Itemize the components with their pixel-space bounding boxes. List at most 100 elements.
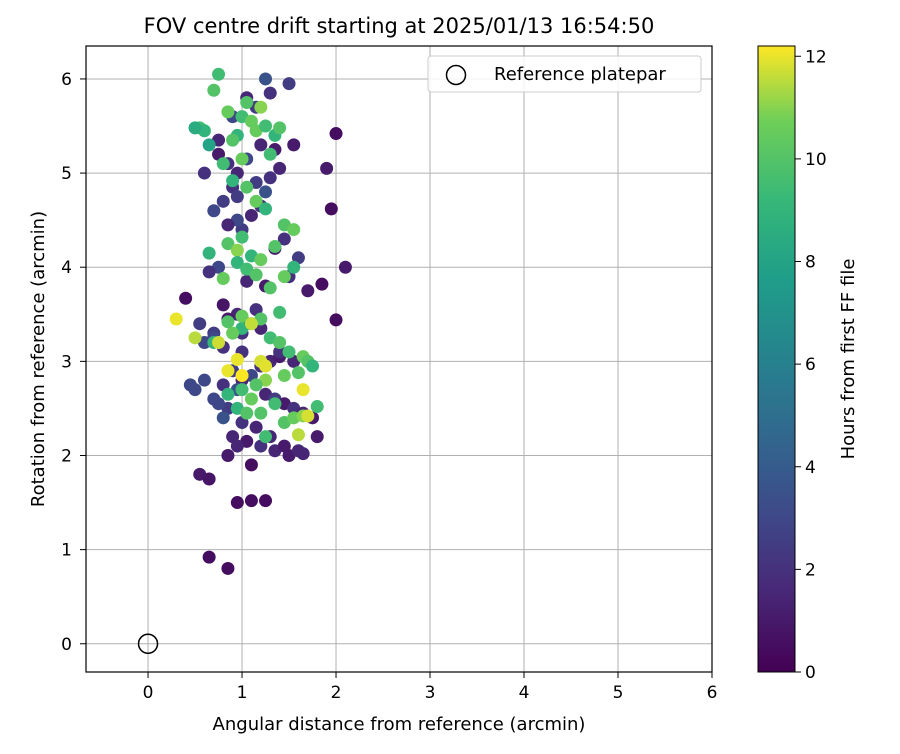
data-point: [240, 180, 254, 194]
plot-frame: [85, 45, 713, 673]
data-point: [221, 448, 235, 462]
data-point: [273, 161, 287, 175]
scatter-points: [169, 67, 352, 575]
data-point: [268, 240, 282, 254]
data-point: [254, 138, 268, 152]
data-point: [221, 561, 235, 575]
data-point: [197, 373, 211, 387]
data-point: [249, 268, 263, 282]
data-point: [193, 317, 207, 331]
data-point: [221, 315, 235, 329]
data-point: [221, 237, 235, 251]
colorbar-tick-label: 10: [805, 150, 827, 170]
data-point: [259, 119, 273, 133]
y-tick-label: 6: [61, 70, 72, 90]
data-point: [235, 152, 249, 166]
data-point: [179, 291, 193, 305]
data-point: [202, 138, 216, 152]
data-point: [291, 366, 305, 380]
data-point: [306, 359, 320, 373]
data-point: [277, 270, 291, 284]
reference-point-marker: [137, 633, 159, 655]
data-point: [240, 406, 254, 420]
data-point: [244, 458, 258, 472]
data-point: [240, 262, 254, 276]
data-point: [287, 223, 301, 237]
colorbar-ticks: 0 2 4 6 8 10 12: [795, 47, 827, 683]
data-point: [259, 430, 273, 444]
data-point: [207, 83, 221, 97]
data-point: [244, 317, 258, 331]
data-point: [301, 409, 315, 423]
data-point: [282, 77, 296, 91]
data-point: [226, 174, 240, 188]
data-point: [235, 368, 249, 382]
data-point: [254, 253, 268, 267]
data-point: [202, 550, 216, 564]
data-point: [263, 171, 277, 185]
data-point: [230, 190, 244, 204]
data-point: [301, 284, 315, 298]
data-point: [287, 138, 301, 152]
data-point: [259, 494, 273, 508]
data-point: [240, 274, 254, 288]
data-point: [212, 67, 226, 81]
data-point: [216, 298, 230, 312]
data-point: [254, 406, 268, 420]
data-point: [216, 411, 230, 425]
data-point: [240, 95, 254, 109]
data-point: [329, 313, 343, 327]
data-point: [197, 166, 211, 180]
data-point: [230, 352, 244, 366]
data-point: [207, 204, 221, 218]
data-point: [244, 208, 258, 222]
data-point: [249, 378, 263, 392]
data-point: [235, 230, 249, 244]
legend-entry: Reference platepar: [494, 64, 666, 85]
legend-marker-icon: [445, 64, 467, 86]
data-point: [230, 496, 244, 510]
data-point: [338, 260, 352, 274]
colorbar-label: Hours from first FF file: [838, 259, 859, 460]
data-point: [188, 383, 202, 397]
data-point: [249, 194, 263, 208]
y-axis-ticks: 0 1 2 3 4 5 6: [61, 70, 86, 655]
y-tick-label: 4: [61, 258, 72, 278]
data-point: [221, 387, 235, 401]
data-point: [249, 420, 263, 434]
data-point: [324, 202, 338, 216]
legend-box: [427, 55, 702, 93]
data-point: [310, 400, 324, 414]
data-point: [188, 121, 202, 135]
data-point: [259, 359, 273, 373]
data-point: [216, 272, 230, 286]
data-point: [273, 345, 287, 359]
data-point: [282, 345, 296, 359]
data-point: [263, 86, 277, 100]
data-point: [277, 439, 291, 453]
data-point: [244, 392, 258, 406]
data-point: [320, 161, 334, 175]
colorbar: 0 2 4 6 8 10 12 Hours from first FF file: [757, 45, 859, 683]
reference-marker: [137, 633, 159, 655]
data-point: [230, 243, 244, 257]
data-point: [216, 157, 230, 171]
colorbar-tick-label: 6: [805, 355, 816, 375]
data-point: [263, 147, 277, 161]
data-point: [291, 444, 305, 458]
y-axis-label: Rotation from reference (arcmin): [28, 211, 49, 507]
data-point: [230, 256, 244, 270]
data-point: [310, 430, 324, 444]
x-tick-label: 0: [143, 683, 154, 703]
x-tick-label: 2: [331, 683, 342, 703]
data-point: [315, 277, 329, 291]
data-point: [235, 383, 249, 397]
data-point: [254, 100, 268, 114]
data-point: [244, 494, 258, 508]
y-tick-label: 3: [61, 352, 72, 372]
data-point: [226, 326, 240, 340]
x-axis-label: Angular distance from reference (arcmin): [213, 714, 586, 735]
data-point: [259, 202, 273, 216]
grid-lines: [86, 46, 713, 672]
